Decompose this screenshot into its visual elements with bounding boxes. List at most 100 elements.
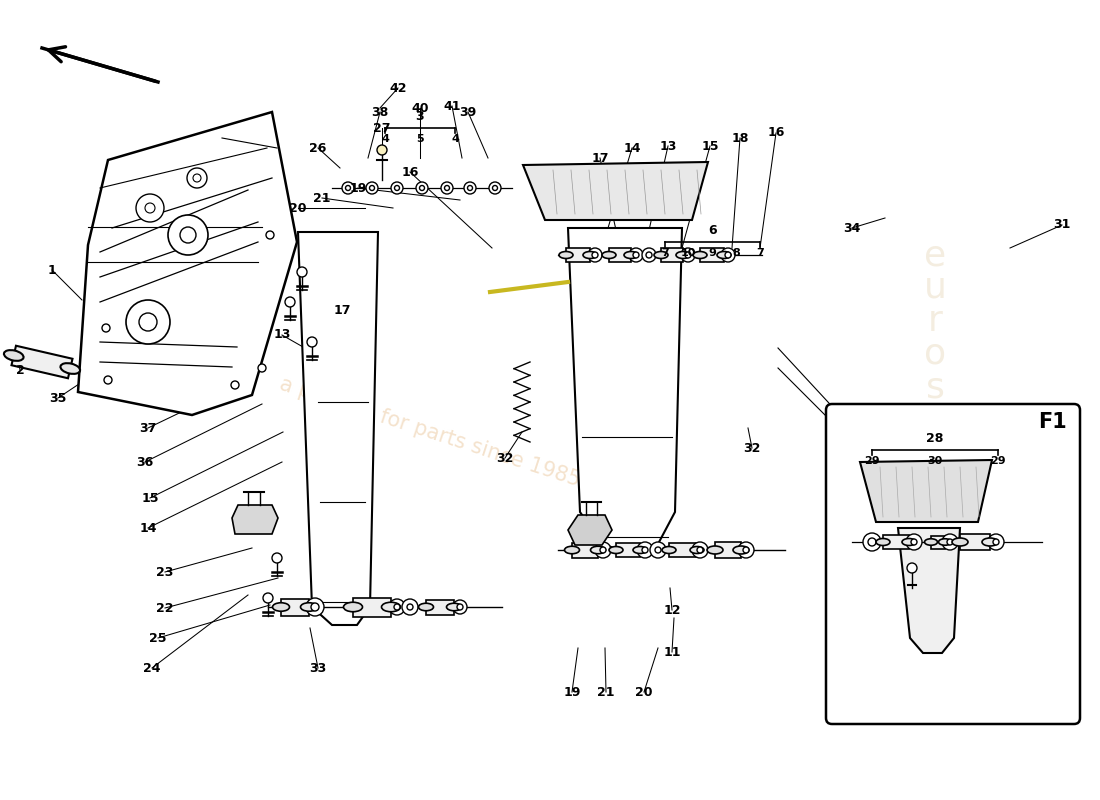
Ellipse shape [418,603,433,610]
Text: 29: 29 [865,456,880,466]
Circle shape [468,186,473,190]
Polygon shape [700,248,724,262]
Text: 15: 15 [702,139,718,153]
Ellipse shape [982,538,998,546]
Ellipse shape [60,363,80,374]
Text: 22: 22 [156,602,174,614]
Ellipse shape [602,251,616,258]
Circle shape [444,186,450,190]
Circle shape [725,252,732,258]
Ellipse shape [662,546,676,554]
Text: 17: 17 [592,151,608,165]
Circle shape [646,252,652,258]
Circle shape [258,364,266,372]
Text: 6: 6 [708,223,717,237]
Text: 16: 16 [402,166,419,178]
Polygon shape [931,535,945,549]
Text: 26: 26 [309,142,327,154]
Circle shape [592,252,598,258]
Text: 10: 10 [681,248,696,258]
Ellipse shape [564,546,580,554]
Circle shape [988,534,1004,550]
Text: 40: 40 [411,102,429,114]
Circle shape [419,186,425,190]
Text: 20: 20 [289,202,307,214]
Polygon shape [232,505,278,534]
Circle shape [126,300,170,344]
Polygon shape [572,542,598,558]
Text: 32: 32 [496,451,514,465]
Circle shape [394,604,400,610]
Polygon shape [566,248,590,262]
Circle shape [453,600,468,614]
Text: 29: 29 [990,456,1005,466]
Text: e: e [924,502,946,536]
Polygon shape [883,535,909,549]
Text: 14: 14 [140,522,156,534]
Circle shape [377,145,387,155]
Circle shape [692,542,708,558]
Text: 1: 1 [47,263,56,277]
Text: F1: F1 [1037,412,1066,432]
Text: 32: 32 [744,442,761,454]
Circle shape [947,539,953,545]
Circle shape [395,186,399,190]
Circle shape [231,381,239,389]
Ellipse shape [676,251,690,258]
Circle shape [942,534,958,550]
Circle shape [311,603,319,611]
Text: s: s [925,535,945,569]
Text: 41: 41 [443,99,461,113]
Circle shape [642,547,648,553]
Circle shape [145,203,155,213]
Text: 28: 28 [926,431,944,445]
Text: 18: 18 [732,131,749,145]
Text: o: o [924,337,946,371]
Polygon shape [426,599,454,614]
Text: 25: 25 [150,631,167,645]
Circle shape [192,174,201,182]
Text: 2: 2 [15,363,24,377]
Text: 8: 8 [733,248,740,258]
Circle shape [407,604,412,610]
Text: 37: 37 [140,422,156,434]
Circle shape [681,248,695,262]
Circle shape [868,538,876,546]
Text: 36: 36 [136,455,154,469]
Circle shape [297,267,307,277]
Circle shape [629,248,644,262]
Ellipse shape [690,546,704,554]
Text: 13: 13 [273,329,290,342]
Circle shape [366,182,378,194]
Circle shape [263,593,273,603]
Circle shape [911,539,917,545]
Text: 16: 16 [768,126,784,139]
Circle shape [390,182,403,194]
Polygon shape [609,248,631,262]
Circle shape [595,542,610,558]
Text: 24: 24 [143,662,161,674]
Ellipse shape [273,602,289,611]
Polygon shape [669,543,697,557]
Text: 14: 14 [624,142,640,154]
Text: 42: 42 [389,82,407,94]
Text: 7: 7 [756,248,763,258]
Ellipse shape [733,546,749,554]
Circle shape [632,252,639,258]
Text: 27: 27 [373,122,390,134]
Circle shape [493,186,497,190]
Circle shape [642,248,656,262]
Ellipse shape [559,251,573,258]
Text: 33: 33 [309,662,327,674]
Circle shape [993,539,999,545]
Circle shape [588,248,602,262]
Circle shape [266,231,274,239]
Text: 19: 19 [563,686,581,698]
Text: 21: 21 [314,191,331,205]
Circle shape [307,337,317,347]
Circle shape [180,227,196,243]
Circle shape [416,182,428,194]
Text: 17: 17 [333,303,351,317]
Circle shape [456,604,463,610]
Ellipse shape [924,538,937,546]
